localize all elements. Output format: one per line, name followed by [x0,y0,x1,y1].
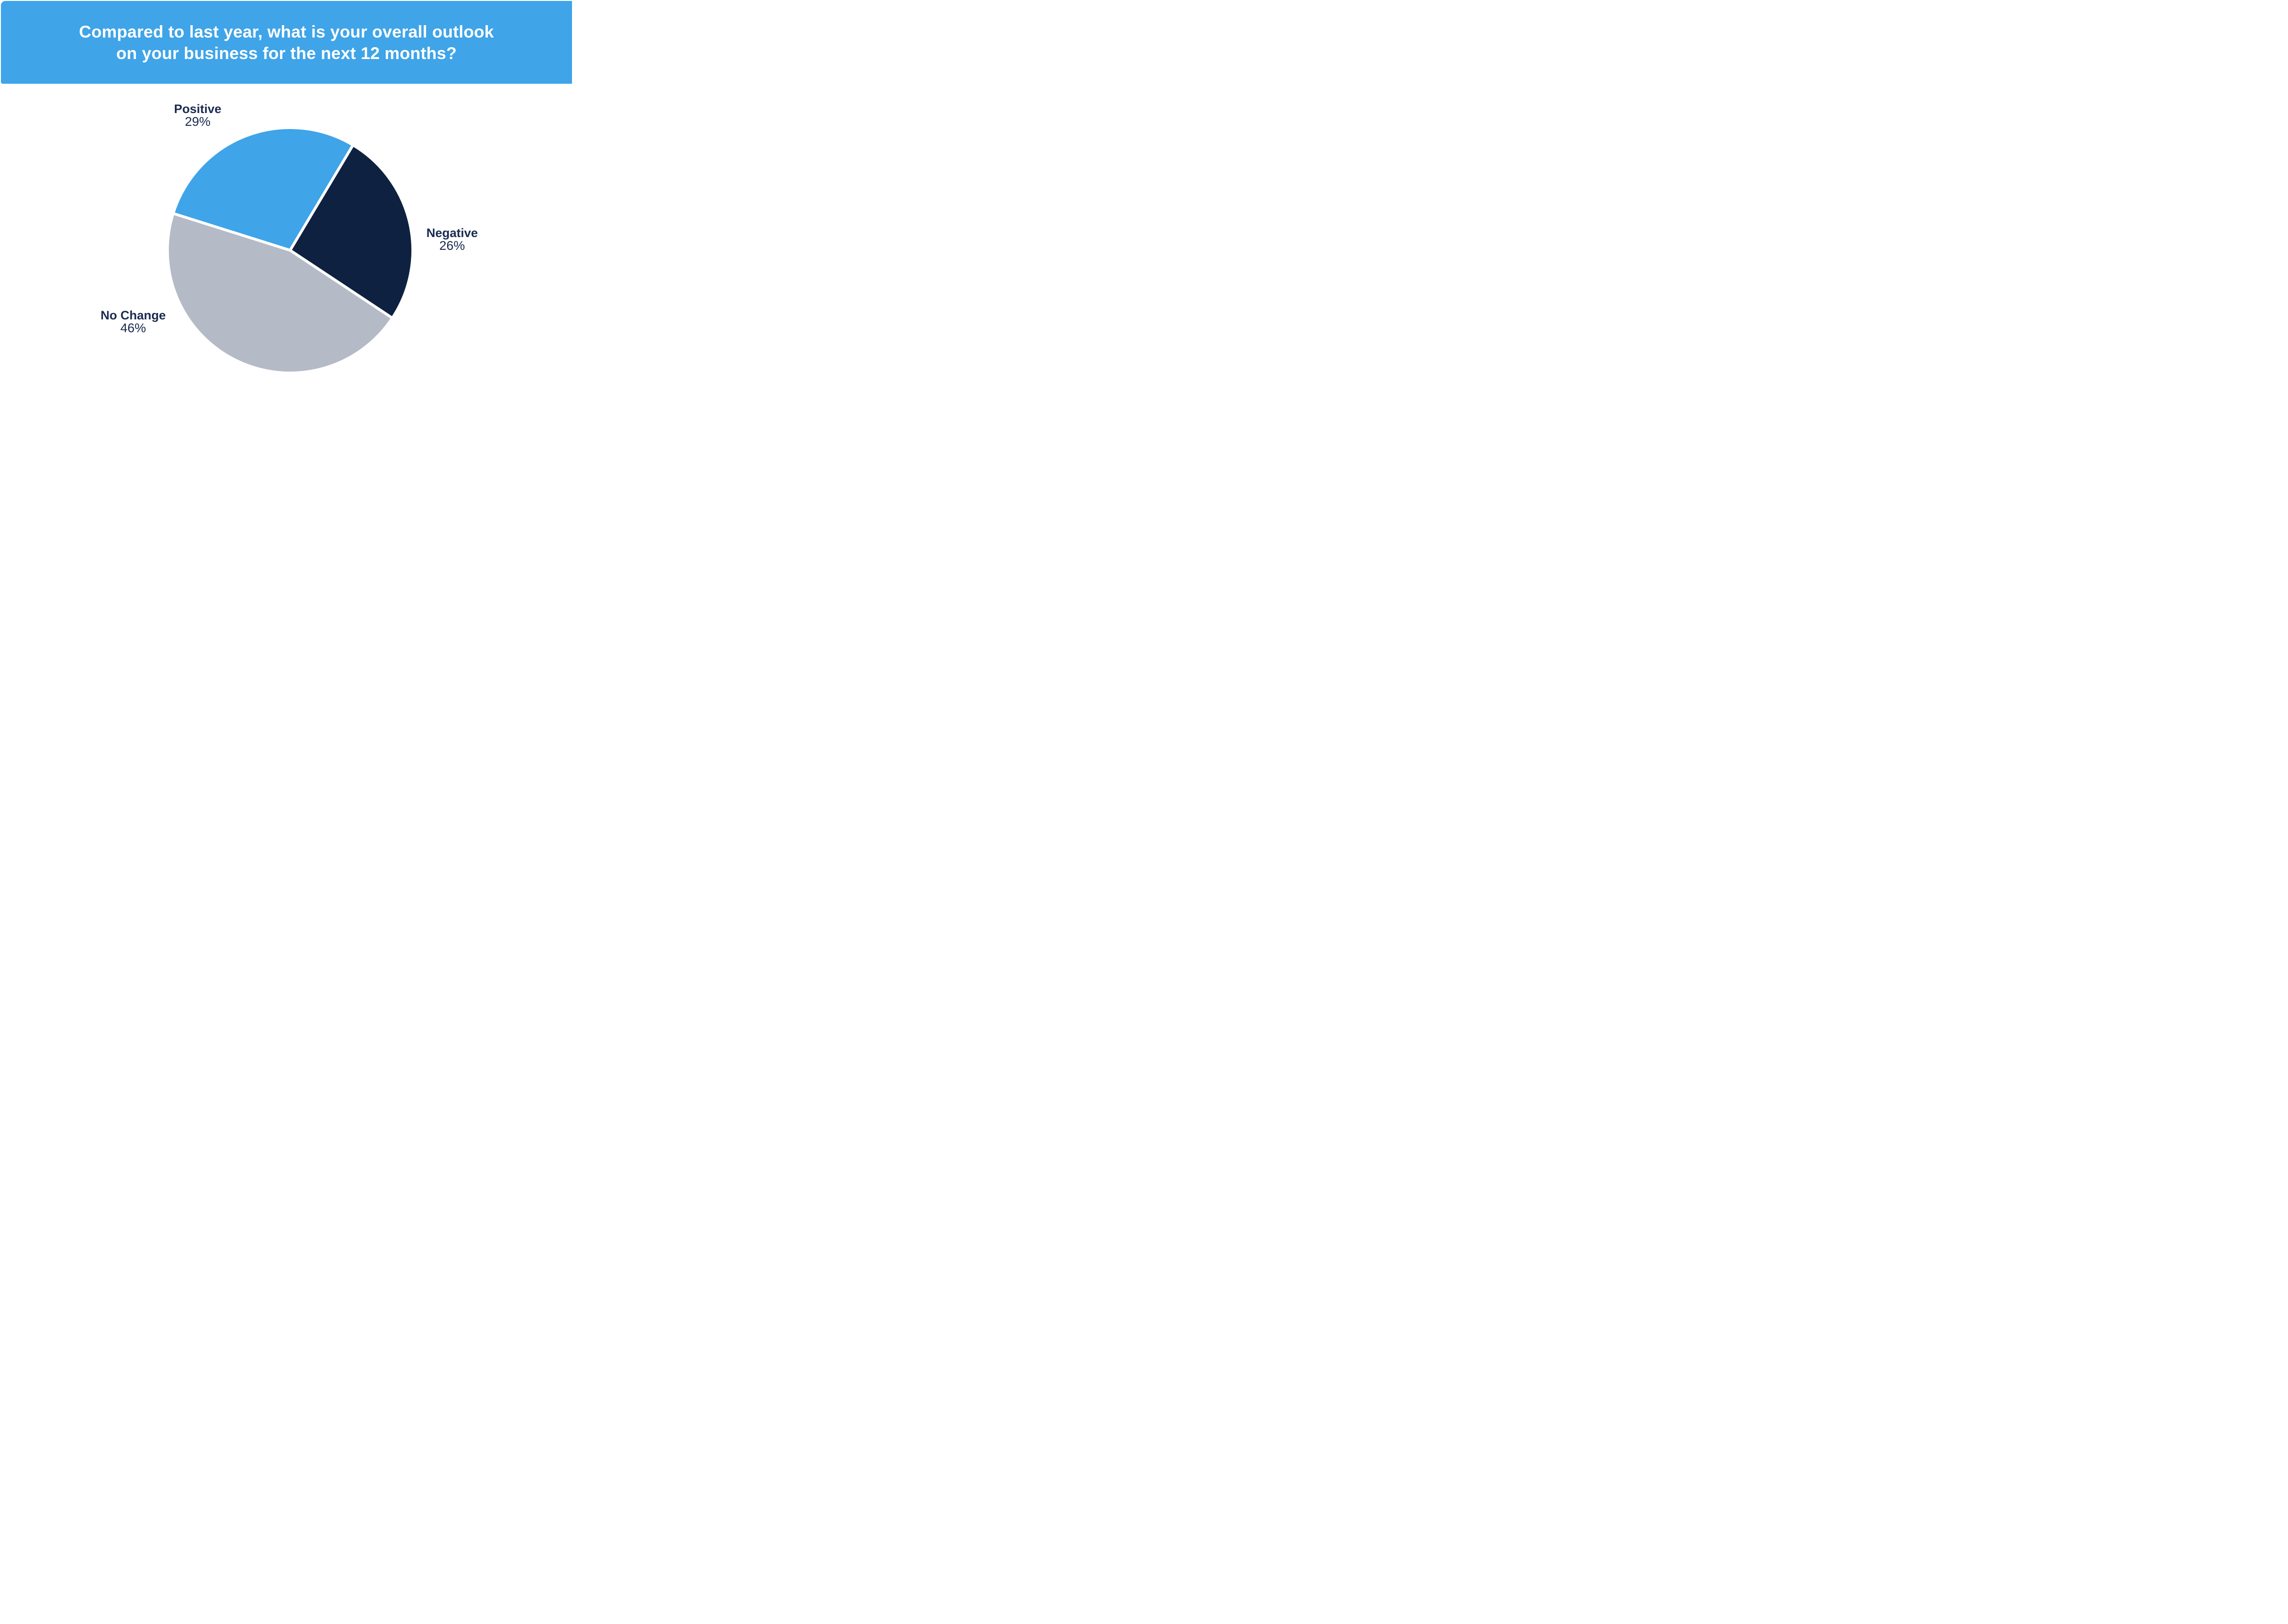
slice-name-no-change: No Change [100,308,166,322]
pie-chart [166,126,414,374]
pie-slice-negative [288,143,414,320]
header-banner: Compared to last year, what is your over… [1,1,572,84]
slice-pct-positive: 29% [184,114,211,129]
chart-title-line-2: on your business for the next 12 months? [116,43,457,63]
infographic-page: Compared to last year, what is your over… [0,0,572,406]
chart-title-line-1: Compared to last year, what is your over… [79,22,494,41]
slice-pct-negative: 26% [439,238,465,253]
slice-label-positive: Positive 29% [174,103,221,128]
slice-name-negative: Negative [426,226,478,240]
slice-name-positive: Positive [174,102,221,116]
pie-slice-no-change [166,211,394,374]
slice-label-no-change: No Change 46% [101,309,166,335]
slice-pct-no-change: 46% [120,321,146,335]
slice-label-negative: Negative 26% [426,227,478,252]
